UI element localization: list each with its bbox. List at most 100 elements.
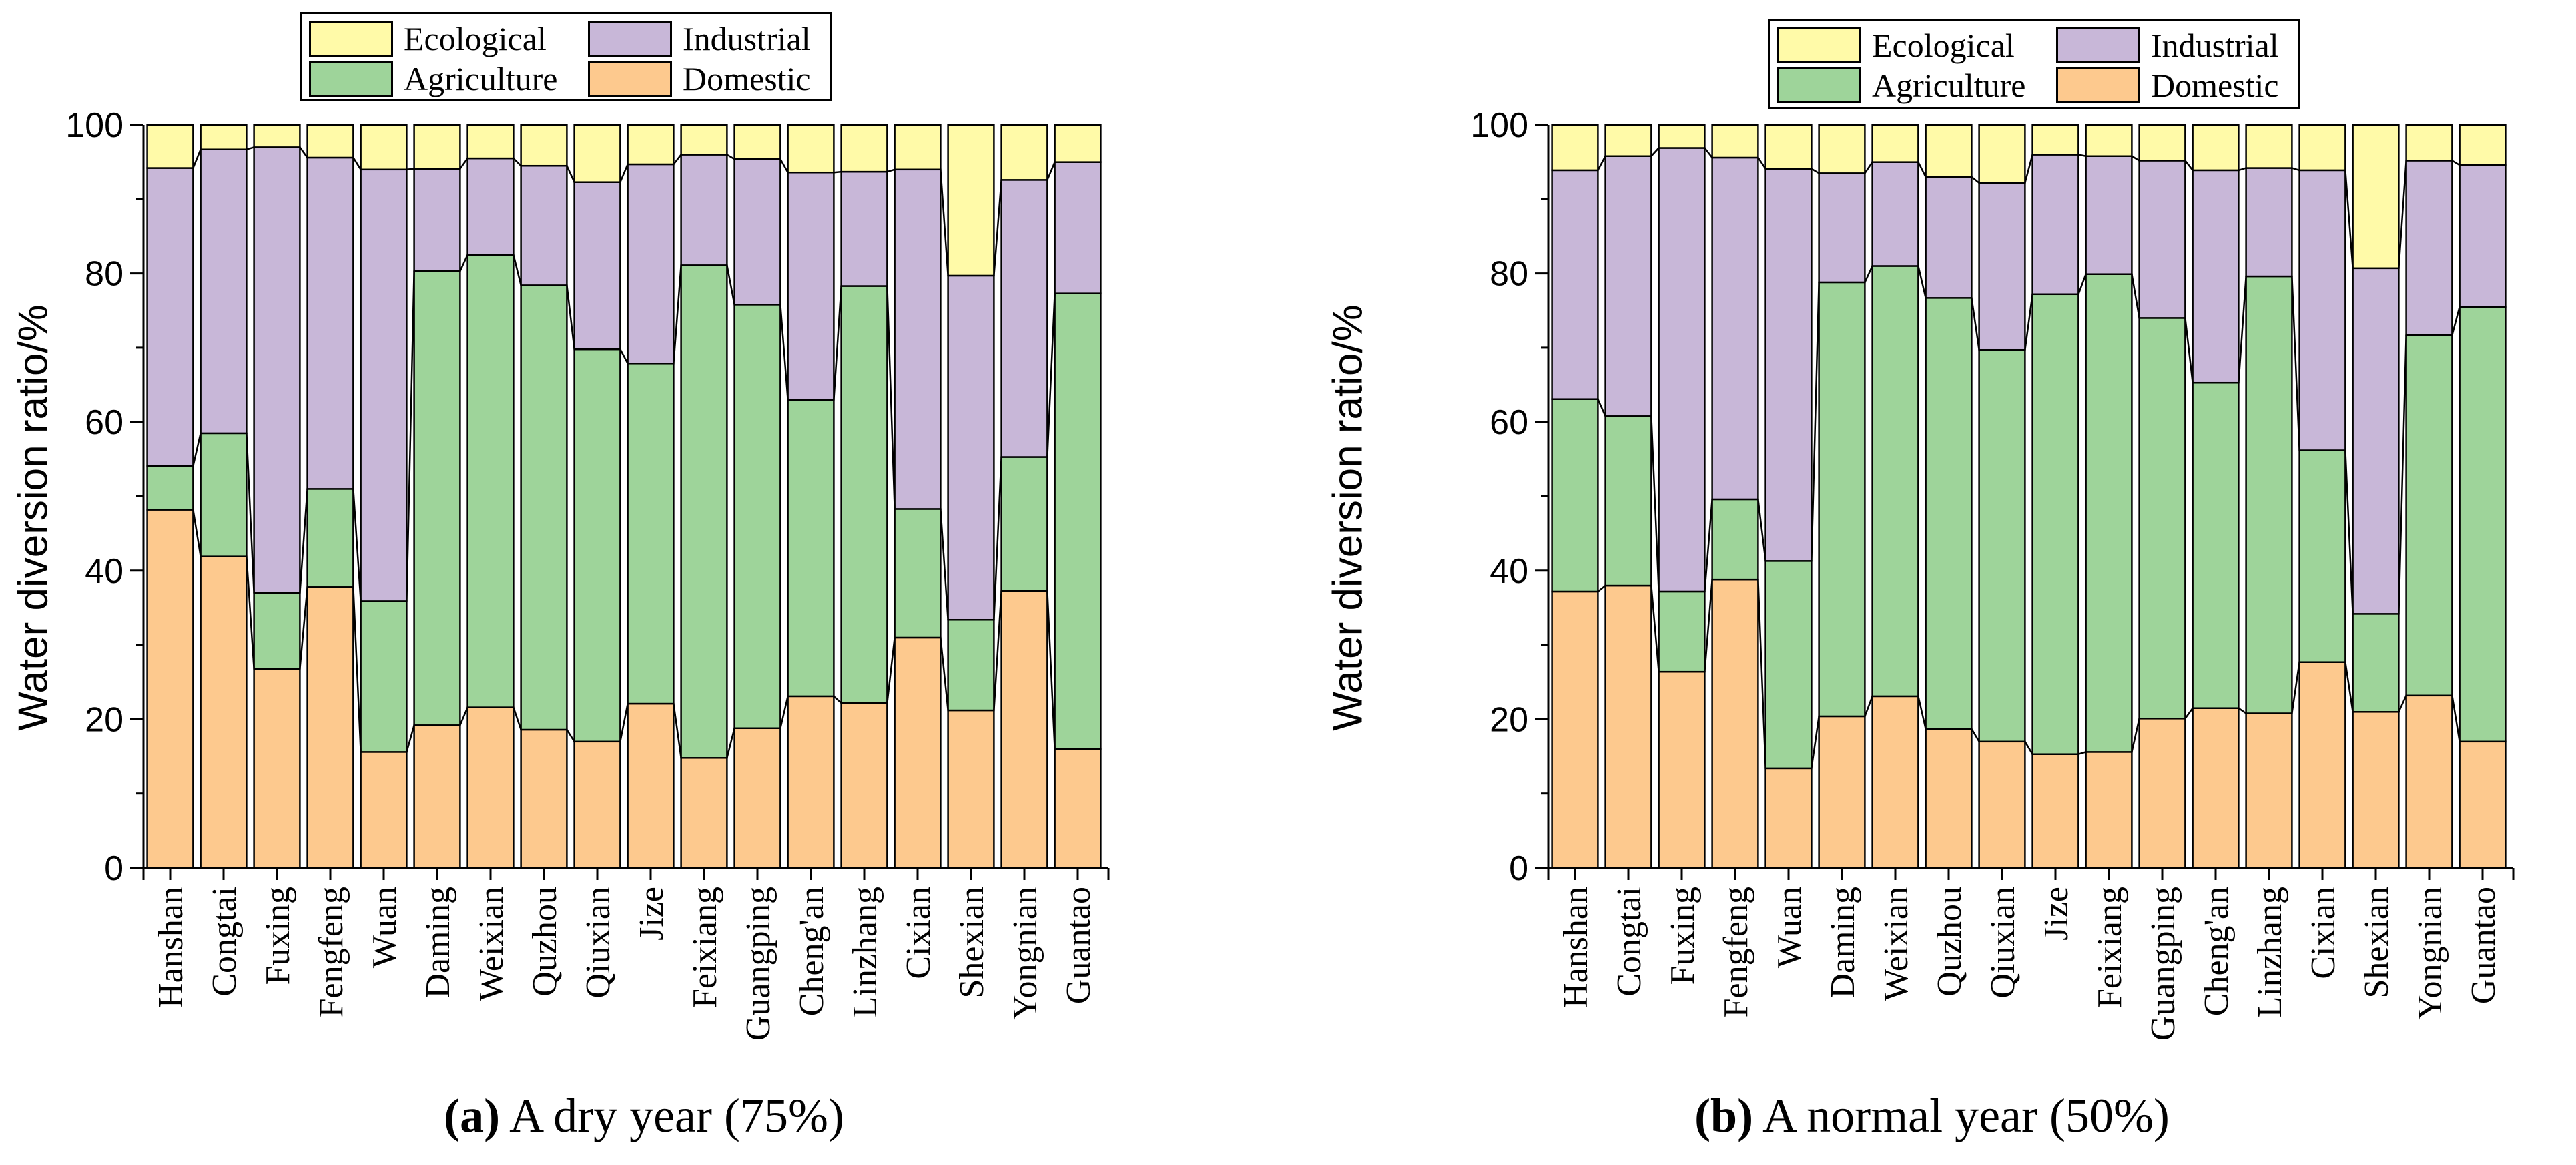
connector-line <box>2238 276 2247 383</box>
bar-segment-ecological-cixian <box>894 124 942 171</box>
bar-segment-ecological-yongnian <box>2405 124 2453 162</box>
bar-segment-ecological-linzhang <box>2245 124 2293 169</box>
bar-segment-ecological-daming <box>413 124 461 170</box>
connector-line <box>1046 293 1056 457</box>
x-tick-label-shexian: Shexian <box>953 887 991 999</box>
connector-line <box>1757 157 1766 170</box>
connector-line <box>2344 450 2354 614</box>
bar-segment-industrial-jize <box>627 163 675 365</box>
bar-segment-ecological-guantao <box>2459 124 2507 166</box>
bar-segment-industrial-cixian <box>894 168 942 510</box>
bar-segment-industrial-weixian <box>1871 161 1919 267</box>
connector-line <box>2398 695 2407 712</box>
chart-svg-b: 0 20 40 60 80 100 Hanshan Congtai Fuxing Fengfeng… <box>1470 106 2515 1041</box>
connector-line <box>1704 579 1713 672</box>
connector-line <box>566 285 575 350</box>
bar-segment-ecological-guantao <box>1054 124 1102 163</box>
bar-segment-industrial-feixiang <box>680 154 728 266</box>
bar-segment-ecological-quzhou <box>1925 124 1973 178</box>
legend-swatch-domestic <box>2056 67 2140 103</box>
connector-line <box>459 254 468 272</box>
bar-segment-industrial-wuan <box>1764 168 1813 562</box>
stack-connectors <box>1597 147 2461 769</box>
connector-line <box>886 637 896 704</box>
legend-item-ecological: Ecological <box>1777 26 2015 65</box>
bar-segment-ecological-chengan <box>787 124 835 174</box>
bar-segment-industrial-daming <box>413 168 461 272</box>
bar-segment-industrial-weixian <box>466 157 515 256</box>
bar-segment-domestic-guangping <box>733 727 781 869</box>
bar-segment-domestic-cixian <box>2298 661 2346 869</box>
bar-segment-industrial-guantao <box>1054 161 1102 294</box>
connector-line <box>246 146 254 150</box>
bar-segment-ecological-hanshan <box>146 124 194 169</box>
bar-segment-domestic-yongnian <box>1000 590 1048 869</box>
stack-connectors <box>192 146 1056 758</box>
connector-line <box>1811 168 1820 174</box>
bar-segment-ecological-hanshan <box>1551 124 1599 172</box>
connector-line <box>2291 662 2300 714</box>
connector-line <box>673 703 682 758</box>
x-tick-label-hanshan: Hanshan <box>152 887 190 1008</box>
legend-item-agriculture: Agriculture <box>1777 66 2025 105</box>
connector-line <box>1971 298 1980 351</box>
y-tick-label-80: 80 <box>1490 255 1528 294</box>
bar-segment-domestic-yongnian <box>2405 694 2453 869</box>
connector-line <box>2238 167 2246 172</box>
bar-segment-agriculture-cixian <box>2298 449 2346 663</box>
connector-line <box>2078 751 2086 755</box>
bar-segment-industrial-hanshan <box>1551 169 1599 400</box>
bar-segment-ecological-feixiang <box>2085 124 2133 157</box>
x-tick-label-guangping: Guangping <box>739 887 777 1041</box>
connector-line <box>406 168 414 171</box>
bar-segment-industrial-fuxing <box>253 146 301 594</box>
x-tick-label-quzhou: Quzhou <box>1931 887 1969 997</box>
bar-segment-ecological-congtai <box>200 124 248 150</box>
legend-label-ecological: Ecological <box>1872 27 2015 64</box>
bar-segment-domestic-wuan <box>360 751 408 869</box>
bar-segment-ecological-wuan <box>1764 124 1813 170</box>
connector-line <box>2131 274 2140 318</box>
connector-line <box>246 556 255 669</box>
legend-item-industrial: Industrial <box>588 19 811 58</box>
legend-swatch-domestic <box>588 61 672 97</box>
connector-line <box>352 157 362 170</box>
x-tick-label-feixiang: Feixiang <box>2091 887 2129 1008</box>
bar-segment-agriculture-wuan <box>360 600 408 753</box>
caption-label-b: (b) <box>1694 1089 1754 1142</box>
bar-segment-agriculture-jize <box>627 363 675 705</box>
bar-segment-domestic-feixiang <box>680 757 728 869</box>
chart-svg-a: 0 20 40 60 80 100 Hanshan Congtai Fuxing Fengfeng… <box>65 106 1110 1041</box>
connector-line <box>1864 696 1873 717</box>
connector-line <box>1811 282 1820 561</box>
y-tick-label-60: 60 <box>1490 403 1528 442</box>
legend-swatch-agriculture <box>1777 67 1861 103</box>
bar-segment-agriculture-quzhou <box>1925 297 1973 730</box>
bar-segment-domestic-jize <box>627 702 675 869</box>
bar-segment-agriculture-weixian <box>466 254 515 708</box>
bar-segment-ecological-qiuxian <box>573 124 621 183</box>
connector-line <box>1971 176 1980 184</box>
bar-segment-ecological-shexian <box>2352 124 2400 270</box>
connector-line <box>246 433 255 594</box>
bar-segment-industrial-feixiang <box>2085 155 2133 275</box>
caption-b: (b) A normal year (50%) <box>1288 1088 2576 1144</box>
bar-segment-industrial-congtai <box>200 148 248 435</box>
bar-segment-industrial-fengfeng <box>1711 156 1759 501</box>
bar-segment-domestic-guantao <box>1054 748 1102 869</box>
bar-segment-domestic-daming <box>1818 715 1866 869</box>
bar-segment-ecological-weixian <box>466 124 515 160</box>
bar-segment-domestic-quzhou <box>520 728 568 869</box>
bar-segment-agriculture-weixian <box>1871 265 1919 698</box>
caption-text-b: A normal year (50%) <box>1762 1089 2170 1142</box>
y-tick-label-40: 40 <box>85 552 123 591</box>
connector-line <box>2344 170 2354 268</box>
connector-line <box>1811 716 1820 769</box>
x-tick-label-chengan: Cheng'an <box>793 887 831 1016</box>
connector-line <box>726 728 735 758</box>
bar-segment-agriculture-jize <box>2031 293 2079 755</box>
connector-line <box>513 707 522 730</box>
connector-line <box>2451 695 2461 742</box>
bar-segment-industrial-cixian <box>2298 169 2346 451</box>
connector-line <box>1650 416 1660 592</box>
